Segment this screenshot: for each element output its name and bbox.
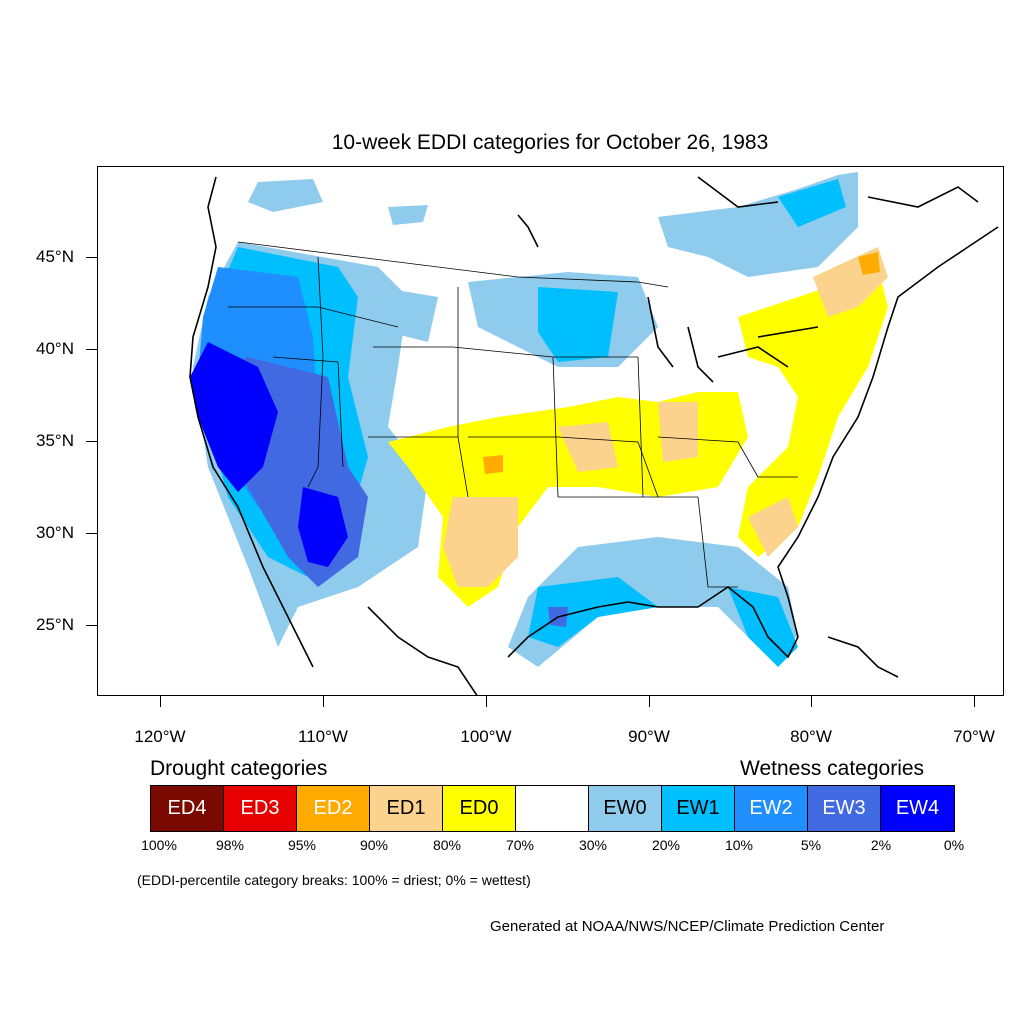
ew0-region-montana bbox=[378, 287, 438, 342]
legend-ew1: EW1 bbox=[662, 786, 735, 831]
legend-ew4: EW4 bbox=[881, 786, 954, 831]
lat-tick bbox=[86, 349, 97, 350]
credit-line: Generated at NOAA/NWS/NCEP/Climate Predi… bbox=[490, 918, 885, 935]
break-label: 0% bbox=[943, 837, 965, 853]
coastlines bbox=[189, 176, 999, 695]
break-label: 98% bbox=[215, 837, 245, 853]
ew0-region-gulf bbox=[508, 537, 798, 667]
legend-ed3: ED3 bbox=[224, 786, 297, 831]
lon-tick bbox=[811, 696, 812, 707]
state-borders bbox=[228, 241, 798, 588]
lon-tick bbox=[160, 696, 161, 707]
ew1-region-minnesota bbox=[538, 287, 618, 362]
lat-label-35: 35°N bbox=[36, 431, 74, 450]
map-title: 10-week EDDI categories for October 26, … bbox=[331, 131, 769, 154]
break-label: 2% bbox=[870, 837, 892, 853]
lat-tick bbox=[86, 441, 97, 442]
lon-tick bbox=[486, 696, 487, 707]
lon-label-110w: 110°W bbox=[298, 727, 348, 746]
category-note: (EDDI-percentile category breaks: 100% =… bbox=[137, 872, 531, 888]
lat-tick bbox=[86, 625, 97, 626]
ed2-region-oklahoma bbox=[483, 455, 503, 474]
ew1-region-canada-east bbox=[778, 179, 846, 227]
ed2-region-maine bbox=[858, 252, 880, 275]
legend-bar: ED4 ED3 ED2 ED1 ED0 EW0 EW1 EW2 EW3 EW4 bbox=[150, 785, 955, 832]
eddi-map bbox=[189, 172, 999, 695]
lat-tick bbox=[86, 257, 97, 258]
ed1-region-carolinas bbox=[748, 497, 798, 557]
ew0-region-canada-mid bbox=[388, 205, 428, 225]
break-label: 20% bbox=[651, 837, 681, 853]
break-label: 10% bbox=[724, 837, 754, 853]
map-panel bbox=[97, 166, 1004, 696]
ew4-region-great-basin bbox=[190, 342, 278, 492]
ed1-region-indiana bbox=[658, 402, 698, 462]
drought-heading: Drought categories bbox=[150, 757, 328, 780]
legend-normal bbox=[516, 786, 589, 831]
ew0-region-canada-west bbox=[248, 179, 323, 212]
lon-label-70w: 70°W bbox=[953, 727, 995, 746]
ed1-region-texas bbox=[443, 497, 518, 587]
legend-ed2: ED2 bbox=[297, 786, 370, 831]
lat-label-40: 40°N bbox=[36, 339, 74, 358]
legend-ed1: ED1 bbox=[370, 786, 443, 831]
break-label: 80% bbox=[432, 837, 462, 853]
break-label: 5% bbox=[800, 837, 822, 853]
lat-tick bbox=[86, 533, 97, 534]
lat-label-30: 30°N bbox=[36, 523, 74, 542]
break-label: 100% bbox=[141, 837, 177, 853]
ew1-region-gulf bbox=[528, 577, 658, 647]
wetness-heading: Wetness categories bbox=[740, 757, 925, 780]
ew4-region-arizona bbox=[298, 487, 348, 567]
ed0-region-east bbox=[738, 267, 888, 557]
break-label: 70% bbox=[505, 837, 535, 853]
legend-ew3: EW3 bbox=[808, 786, 881, 831]
break-label: 90% bbox=[359, 837, 389, 853]
lon-label-120w: 120°W bbox=[134, 727, 186, 746]
lon-tick bbox=[974, 696, 975, 707]
lat-label-45: 45°N bbox=[36, 247, 74, 266]
legend-ed4: ED4 bbox=[151, 786, 224, 831]
legend-ew0: EW0 bbox=[589, 786, 662, 831]
break-label: 30% bbox=[578, 837, 608, 853]
lon-label-80w: 80°W bbox=[790, 727, 832, 746]
lon-label-90w: 90°W bbox=[628, 727, 670, 746]
lon-label-100w: 100°W bbox=[460, 727, 512, 746]
lon-tick bbox=[649, 696, 650, 707]
ed1-region-missouri bbox=[558, 422, 618, 472]
legend-ed0: ED0 bbox=[443, 786, 516, 831]
lon-tick bbox=[323, 696, 324, 707]
legend-ew2: EW2 bbox=[735, 786, 808, 831]
break-label: 95% bbox=[287, 837, 317, 853]
lat-label-25: 25°N bbox=[36, 615, 74, 634]
